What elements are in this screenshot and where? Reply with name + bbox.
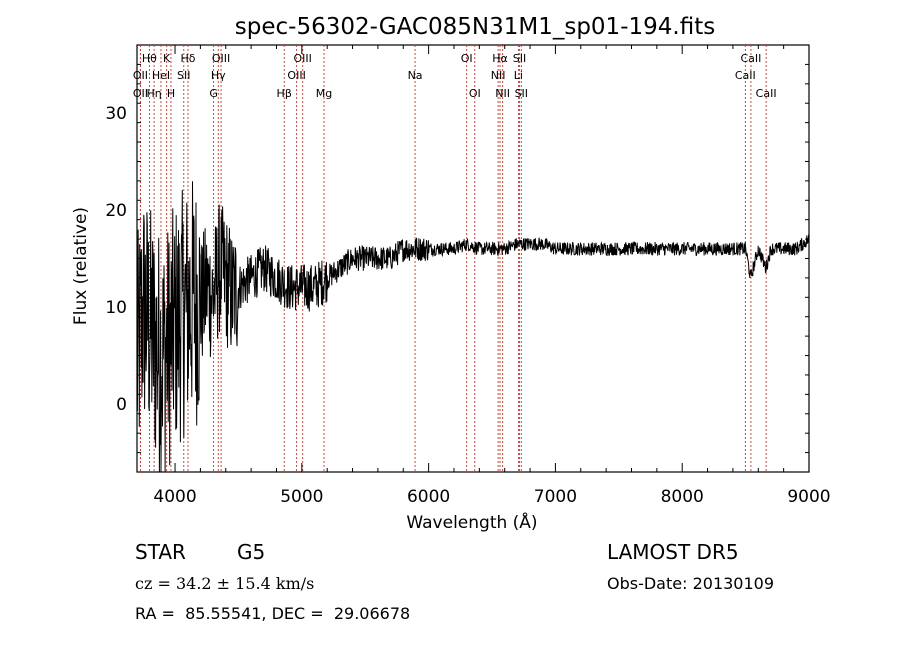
spectrum-line: [136, 181, 810, 473]
chart-title: spec-56302-GAC085N31M1_sp01-194.fits: [235, 14, 715, 40]
spectrum-series: [136, 181, 810, 473]
x-tick-label-2: 6000: [407, 487, 450, 507]
object-class: STAR: [135, 540, 186, 564]
y-tick-label-1: 10: [105, 298, 127, 318]
line-label-12: Hγ: [211, 69, 226, 82]
x-tick-label-1: 5000: [280, 487, 323, 507]
line-label-0: Hθ: [142, 52, 157, 65]
coordinates: RA = 85.55541, DEC = 29.06678: [135, 604, 411, 623]
line-label-21: G: [209, 87, 218, 100]
y-tick-label-3: 30: [105, 104, 127, 124]
emission-line-labels: Hθ K Hδ OIII OIII OI Hα SII CaII OII HeI SII Hγ OIII N…: [133, 52, 777, 100]
y-tick-label-2: 20: [105, 201, 127, 221]
x-tick-label-4: 8000: [661, 487, 704, 507]
line-label-9: OII: [133, 69, 148, 82]
line-label-2: Hδ: [180, 52, 195, 65]
x-tick-label-5: 9000: [787, 487, 830, 507]
line-label-5: OI: [461, 52, 473, 65]
object-subclass: G5: [237, 540, 266, 564]
x-tick-label-3: 7000: [534, 487, 577, 507]
line-label-8: CaII: [740, 52, 761, 65]
line-label-14: Na: [408, 69, 423, 82]
line-label-17: CaII: [735, 69, 756, 82]
redshift-velocity: cz = 34.2 ± 15.4 km/s: [135, 574, 315, 593]
emission-line-markers: [139, 45, 767, 472]
line-label-13: OIII: [287, 69, 305, 82]
line-label-1: K: [163, 52, 171, 65]
line-label-27: CaII: [756, 87, 777, 100]
line-label-24: OI: [469, 87, 481, 100]
line-label-7: SII: [513, 52, 526, 65]
line-label-6: Hα: [492, 52, 508, 65]
plot-frame: [136, 44, 810, 473]
line-label-16: Li: [514, 69, 523, 82]
line-label-20: H: [167, 87, 175, 100]
observation-date: Obs-Date: 20130109: [607, 574, 775, 593]
y-axis-ticks: 0 10 20 30: [105, 63, 809, 454]
line-label-22: Hβ: [277, 87, 292, 100]
line-label-19: Hη: [146, 87, 161, 100]
line-label-3: OIII: [212, 52, 230, 65]
line-label-15: NII: [491, 69, 506, 82]
line-label-26: SII: [515, 87, 528, 100]
y-tick-label-0: 0: [116, 395, 127, 415]
line-label-4: OIII: [294, 52, 312, 65]
line-label-18: OII: [133, 87, 148, 100]
survey-name: LAMOST DR5: [607, 540, 739, 564]
line-label-10: HeI: [152, 69, 170, 82]
x-axis-ticks: 4000 5000 6000 7000 8000 9000: [153, 45, 831, 507]
x-axis-label: Wavelength (Å): [406, 511, 537, 533]
line-label-11: SII: [177, 69, 190, 82]
y-axis-label: Flux (relative): [71, 207, 91, 325]
line-label-25: NII: [495, 87, 510, 100]
x-tick-label-0: 4000: [153, 487, 196, 507]
line-label-23: Mg: [316, 87, 332, 100]
